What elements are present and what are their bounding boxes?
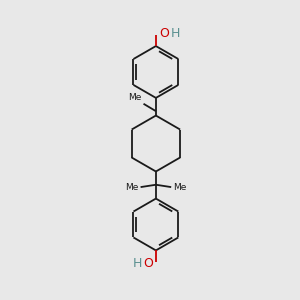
Text: Me: Me <box>174 183 187 192</box>
Text: O: O <box>159 27 169 40</box>
Text: O: O <box>144 256 154 270</box>
Text: H: H <box>171 27 180 40</box>
Text: Me: Me <box>128 93 141 102</box>
Text: Me: Me <box>125 183 138 192</box>
Text: H: H <box>132 256 142 270</box>
